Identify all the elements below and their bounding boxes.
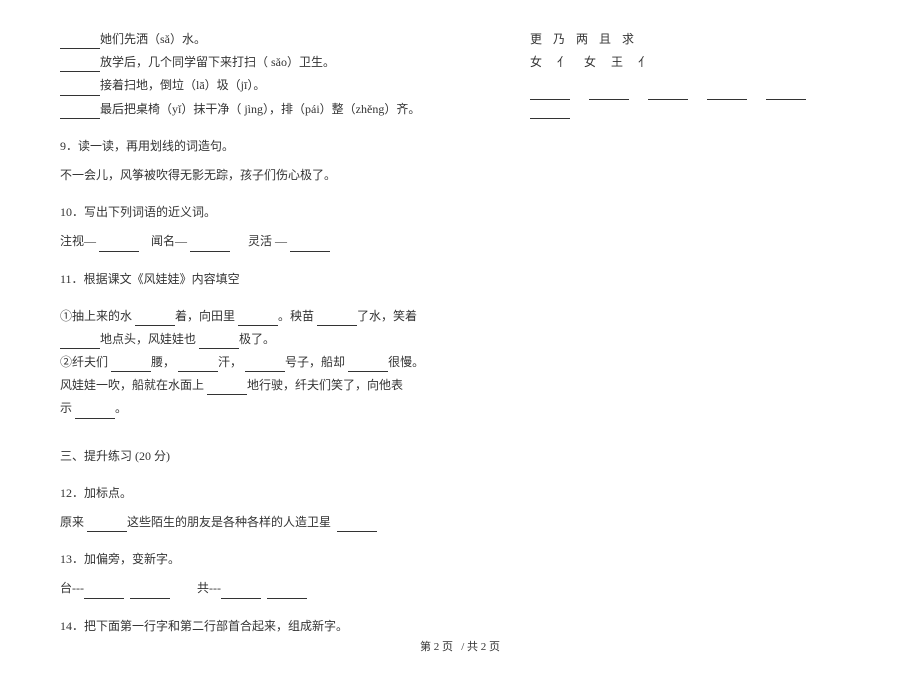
q12: 12．加标点。 <box>60 484 490 503</box>
q11: 11．根据课文《风娃娃》内容填空 <box>60 270 490 289</box>
line-4: 最后把桌椅（yǐ）抹干净（ jìng），排（pái）整（zhěng）齐。 <box>60 100 490 119</box>
q12-body: 原来 这些陌生的朋友是各种各样的人造卫星 <box>60 513 490 532</box>
q11-l1: ①抽上来的水 着，向田里 。秧苗 了水，笑着 <box>60 307 490 326</box>
page-footer: 第 2 页 / 共 2 页 <box>0 639 920 657</box>
q11-l3: ②纤夫们 腰， 汗， 号子，船却 很慢。 <box>60 353 490 372</box>
section3-title: 三、提升练习 (20 分) <box>60 447 490 466</box>
q9: 9．读一读，再用划线的词造句。 <box>60 137 490 156</box>
line-2: 放学后，几个同学留下来打扫（ sǎo）卫生。 <box>60 53 490 72</box>
q9-body: 不一会儿，风筝被吹得无影无踪，孩子们伤心极了。 <box>60 166 490 185</box>
q14: 14．把下面第一行字和第二行部首合起来，组成新字。 <box>60 617 490 636</box>
right-row2: 女 亻 女 王 亻 <box>530 53 860 72</box>
q13: 13．加偏旁，变新字。 <box>60 550 490 569</box>
left-column: 她们先洒（sǎ）水。 放学后，几个同学留下来打扫（ sǎo）卫生。 接着扫地，倒… <box>60 30 490 646</box>
right-blanks <box>530 80 860 118</box>
q11-l2: 地点头，风娃娃也 极了。 <box>60 330 490 349</box>
right-column: 更乃两且求 女 亻 女 王 亻 <box>530 30 860 119</box>
q11-l5: 示 。 <box>60 399 490 418</box>
right-row1: 更乃两且求 <box>530 30 860 49</box>
line-3: 接着扫地，倒垃（lā）圾（jī）。 <box>60 76 490 95</box>
q10-body: 注视— 闻名— 灵活 — <box>60 232 490 251</box>
q13-body: 台--- 共--- <box>60 579 490 598</box>
q11-l4: 风娃娃一吹，船就在水面上 地行驶，纤夫们笑了，向他表 <box>60 376 490 395</box>
line-1: 她们先洒（sǎ）水。 <box>60 30 490 49</box>
q10: 10．写出下列词语的近义词。 <box>60 203 490 222</box>
